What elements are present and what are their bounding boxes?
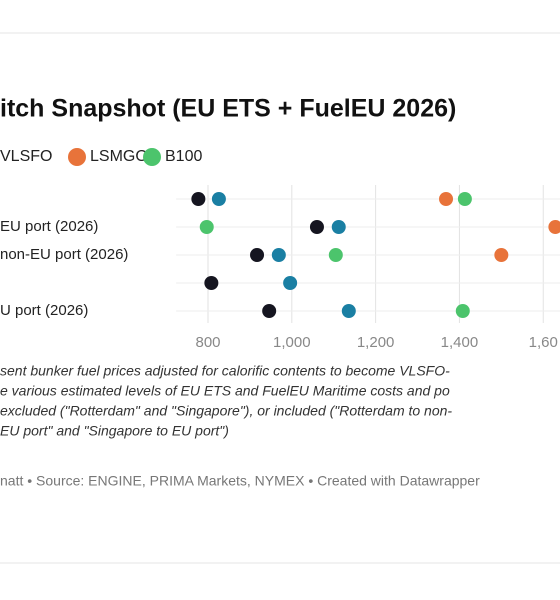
- row-label: U port (2026): [0, 302, 88, 319]
- credit: natt • Source: ENGINE, PRIMA Markets, NY…: [0, 473, 480, 489]
- chart-title: itch Snapshot (EU ETS + FuelEU 2026): [0, 95, 456, 123]
- dot: [328, 248, 343, 262]
- dot: [309, 220, 324, 234]
- row-label: non-EU port (2026): [0, 246, 128, 263]
- note: EU port" and "Singapore to EU port"): [0, 423, 229, 439]
- note: excluded ("Rotterdam" and "Singapore"), …: [0, 403, 452, 419]
- x-tick-label: 1,400: [441, 334, 479, 351]
- dot: [341, 304, 356, 318]
- dot: [271, 248, 286, 262]
- dot: [262, 304, 277, 318]
- dot: [455, 304, 470, 318]
- x-tick-label: 1,200: [357, 334, 395, 351]
- legend-label: VLSFO: [0, 148, 52, 165]
- dot: [494, 248, 509, 262]
- dot: [211, 192, 226, 206]
- note: sent bunker fuel prices adjusted for cal…: [0, 363, 450, 379]
- legend-label: B100: [165, 148, 202, 165]
- legend-label: LSMGO: [90, 148, 148, 165]
- dot: [457, 192, 472, 206]
- legend-swatch: [143, 148, 161, 166]
- x-tick-label: 1,60: [529, 334, 558, 351]
- x-tick-label: 1,000: [273, 334, 311, 351]
- dot: [283, 276, 298, 290]
- dot: [199, 220, 214, 234]
- dot: [191, 192, 206, 206]
- dot: [548, 220, 560, 234]
- dot: [439, 192, 454, 206]
- dot: [250, 248, 265, 262]
- x-tick-label: 800: [195, 334, 220, 351]
- legend-swatch: [68, 148, 86, 166]
- row-label: EU port (2026): [0, 218, 98, 235]
- dot: [331, 220, 346, 234]
- note: e various estimated levels of EU ETS and…: [0, 383, 450, 399]
- dot: [204, 276, 219, 290]
